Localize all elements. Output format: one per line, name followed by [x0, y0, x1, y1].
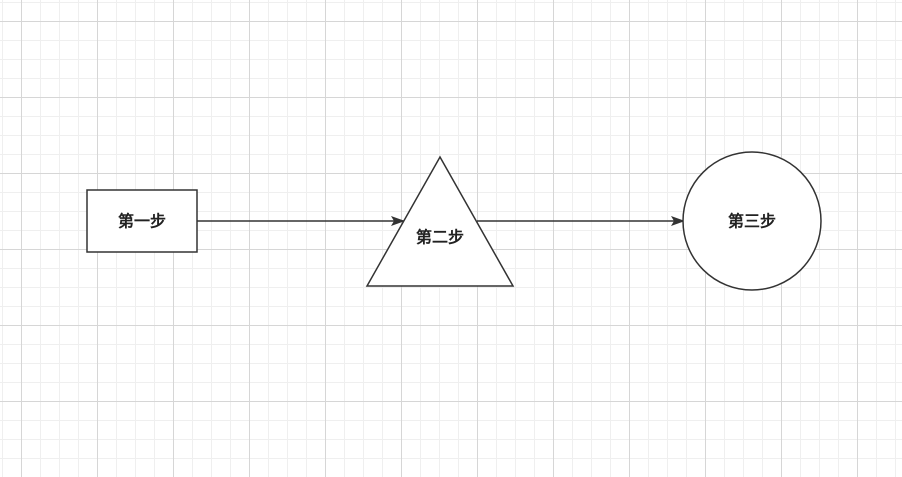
- step2-node[interactable]: 第二步: [365, 155, 515, 287]
- step3-node[interactable]: 第三步: [682, 151, 822, 291]
- step1-label: 第一步: [118, 212, 166, 231]
- step2-triangle-shape[interactable]: [365, 155, 515, 287]
- step2-label: 第二步: [416, 228, 464, 247]
- step3-circle-shape[interactable]: [682, 151, 822, 291]
- step1-rectangle-shape[interactable]: [86, 189, 198, 253]
- step3-label: 第三步: [728, 212, 776, 231]
- step1-node[interactable]: 第一步: [86, 189, 198, 253]
